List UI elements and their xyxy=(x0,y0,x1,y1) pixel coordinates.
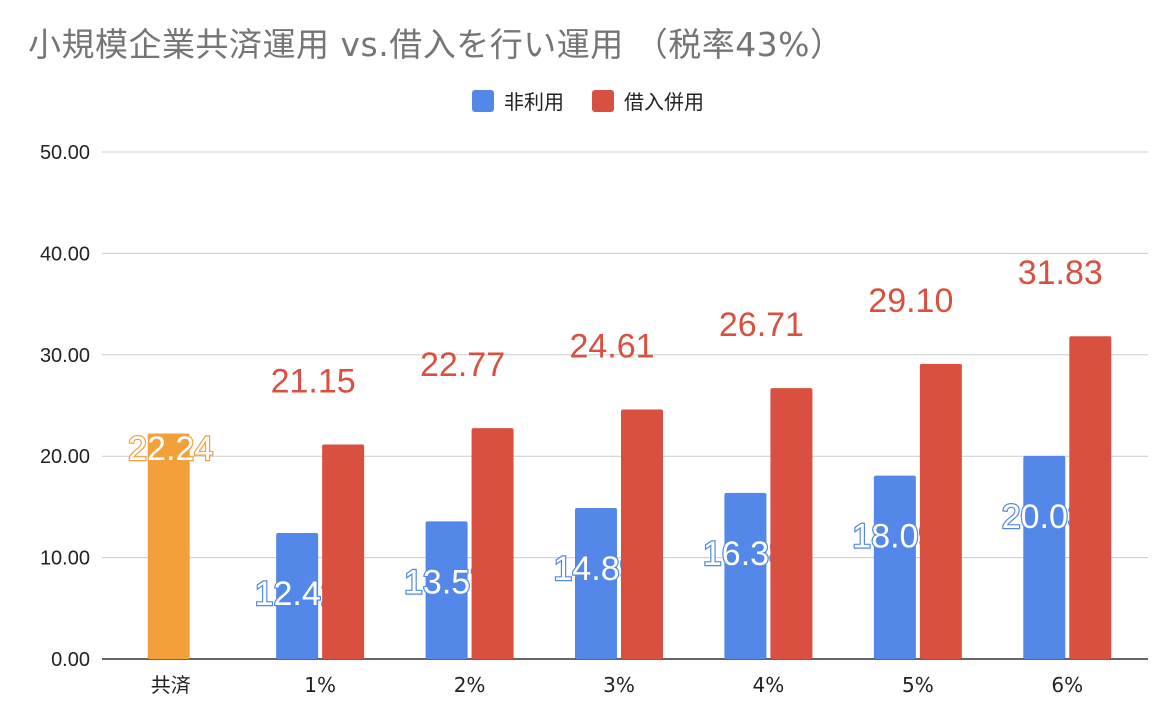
category-label-6: 6% xyxy=(1051,673,1083,697)
data-label-kariire-4: 26.71 xyxy=(719,306,804,344)
y-tick-label-20.00: 20.00 xyxy=(40,446,90,468)
bar-hiriyou-6 xyxy=(1023,455,1066,659)
data-label-kariire-2: 22.77 xyxy=(420,346,505,384)
category-label-4: 4% xyxy=(753,673,785,697)
data-label-kariire-1: 21.15 xyxy=(271,363,356,401)
bar-hiriyou-3 xyxy=(575,508,617,659)
category-label-0: 共済 xyxy=(151,673,191,697)
legend-swatch-kariire xyxy=(592,89,614,112)
bar-kariire-4 xyxy=(770,388,813,659)
bar-kariire-2 xyxy=(471,428,514,659)
category-label-1: 1% xyxy=(304,673,336,697)
data-label-kariire-5: 29.10 xyxy=(868,282,953,320)
legend-item-kariire[interactable]: 借入併用 xyxy=(592,86,704,115)
legend-item-hiriyou[interactable]: 非利用 xyxy=(472,86,564,115)
bar-kariire-1 xyxy=(322,444,365,659)
legend-label-hiriyou: 非利用 xyxy=(504,90,564,114)
y-tick-label-50.00: 50.00 xyxy=(40,142,90,164)
bar-kariire-5 xyxy=(919,363,962,659)
y-tick-label-10.00: 10.00 xyxy=(40,548,90,570)
legend-swatch-hiriyou xyxy=(472,89,494,112)
y-tick-label-40.00: 40.00 xyxy=(40,243,90,265)
bar-kariire-6 xyxy=(1069,336,1112,659)
data-label-kyosai: 22.24 xyxy=(128,430,213,468)
data-label-kariire-6: 31.83 xyxy=(1018,254,1103,292)
bar-kariire-3 xyxy=(621,409,663,659)
category-label-3: 3% xyxy=(603,673,635,697)
category-label-2: 2% xyxy=(454,673,486,697)
bar-hiriyou-4 xyxy=(724,492,767,659)
bar-hiriyou-5 xyxy=(873,475,916,659)
bar-hiriyou-1 xyxy=(276,533,319,659)
legend: 非利用 借入併用 xyxy=(0,86,1176,115)
data-label-kariire-3: 24.61 xyxy=(569,327,654,365)
y-tick-label-30.00: 30.00 xyxy=(40,345,90,367)
bar-kyosai xyxy=(147,433,190,659)
y-tick-label-0.00: 0.00 xyxy=(51,649,90,671)
legend-label-kariire: 借入併用 xyxy=(624,90,704,114)
chart-title: 小規模企業共済運用 vs.借入を行い運用 （税率43%） xyxy=(28,25,844,64)
bar-hiriyou-2 xyxy=(425,521,468,659)
category-label-5: 5% xyxy=(902,673,934,697)
